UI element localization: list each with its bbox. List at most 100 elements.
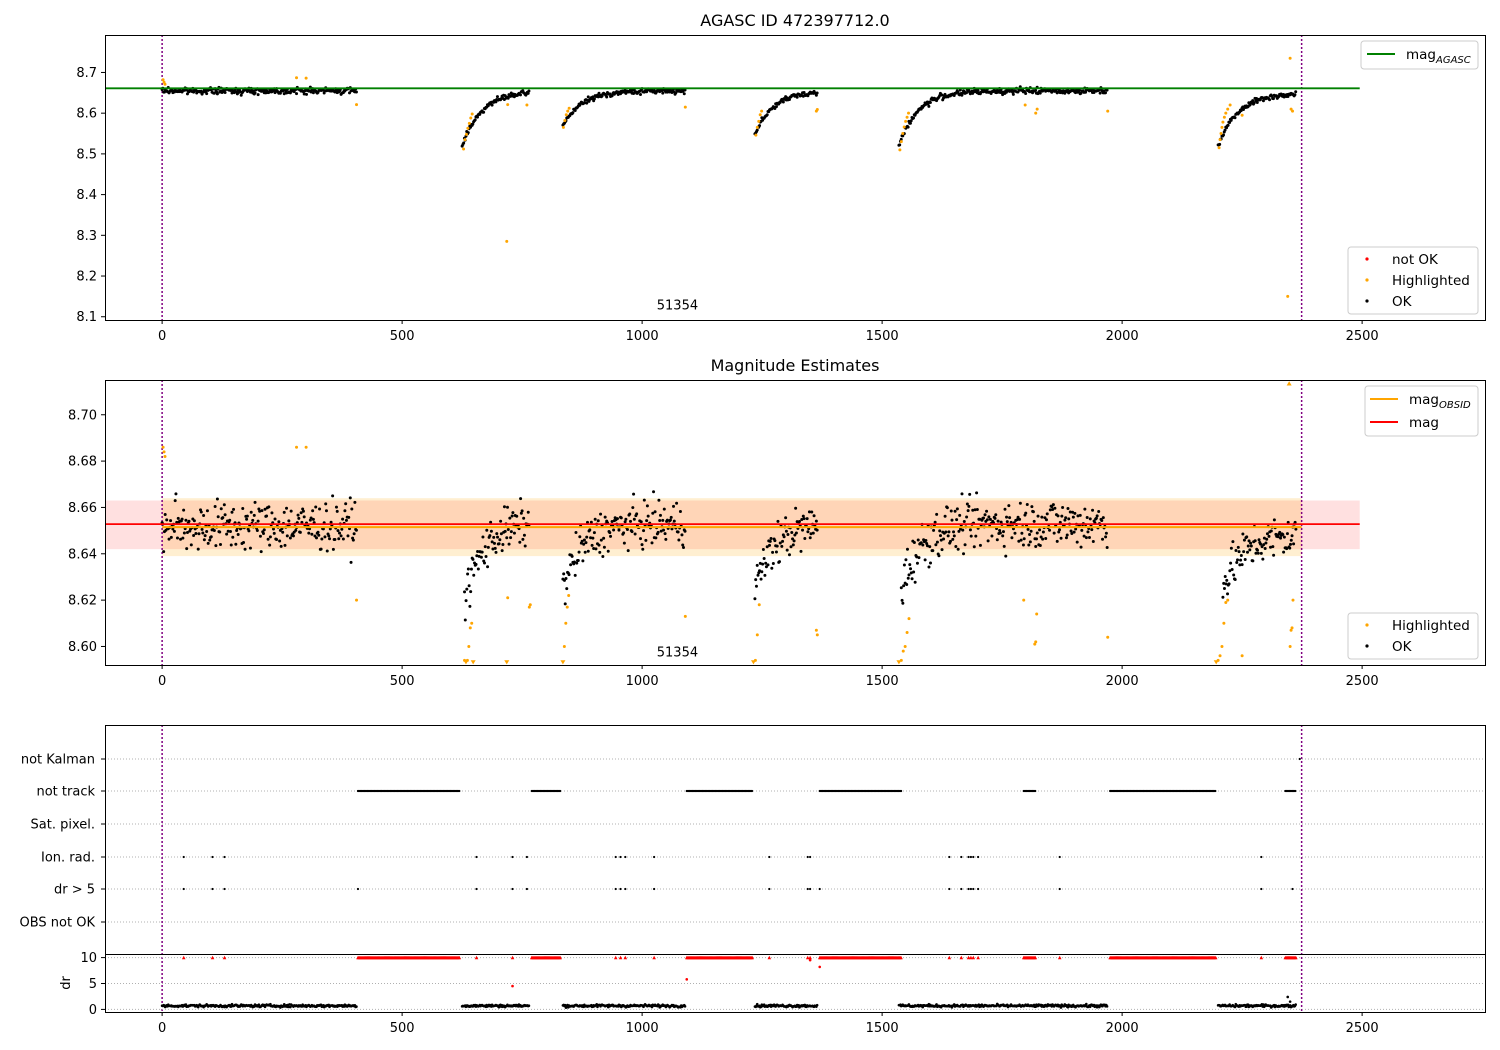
ok-point (623, 520, 627, 524)
x-tick-label: 1000 (626, 674, 659, 689)
dr-clipped-point (808, 955, 812, 960)
flag-point (972, 855, 975, 859)
ok-point (338, 531, 342, 535)
ok-point (1249, 544, 1253, 548)
ok-point (1068, 510, 1072, 514)
ok-point (961, 528, 965, 532)
ok-point (1058, 528, 1062, 532)
ok-point (900, 598, 904, 602)
ok-point (1008, 516, 1012, 520)
ok-point (661, 91, 665, 95)
ok-point (182, 531, 186, 535)
dr-point (1059, 1006, 1063, 1009)
ok-point (971, 508, 975, 512)
ok-point (1045, 512, 1049, 516)
ok-point (776, 519, 780, 523)
ok-point (349, 560, 353, 564)
ok-point (1276, 535, 1280, 539)
ok-point (272, 531, 276, 535)
dr-clipped-point (623, 955, 628, 960)
ok-point (471, 557, 475, 561)
ok-point (661, 518, 665, 522)
ok-point (952, 534, 956, 538)
ok-point (331, 547, 335, 551)
flag-point (948, 855, 951, 859)
highlighted-clipped-low (560, 660, 566, 665)
ok-point (334, 505, 338, 509)
highlighted-point (901, 649, 905, 653)
ok-point (625, 527, 629, 531)
y-tick-label: 8.70 (68, 408, 97, 423)
ok-point (1224, 582, 1228, 586)
highlighted-point (683, 105, 687, 109)
ok-point (341, 517, 345, 521)
ok-point (615, 517, 619, 521)
dr-point (1294, 1003, 1297, 1006)
highlighted-point (463, 138, 467, 142)
ok-point (909, 567, 913, 571)
ok-point (1035, 531, 1039, 535)
ok-point (1282, 550, 1286, 554)
highlighted-point (1288, 644, 1292, 648)
ok-point (677, 538, 681, 542)
ok-point (492, 541, 496, 545)
ok-point (1052, 531, 1056, 535)
ok-point (221, 516, 225, 520)
highlighted-point (757, 603, 761, 607)
flag-point (653, 887, 656, 891)
highlighted-point (1106, 635, 1110, 639)
ok-point (1253, 539, 1257, 543)
ok-point (589, 536, 593, 540)
ok-point (285, 506, 289, 510)
ok-point (635, 512, 639, 516)
ok-point (262, 528, 266, 532)
ok-point (1238, 563, 1242, 567)
ok-point (292, 90, 296, 94)
ok-point (805, 517, 809, 521)
ok-point (1098, 91, 1102, 95)
ok-point (769, 537, 773, 541)
ok-point (247, 529, 251, 533)
ok-point (815, 91, 819, 95)
ok-point (676, 530, 680, 534)
ok-point (650, 541, 654, 545)
ok-point (663, 532, 667, 536)
ok-point (674, 91, 678, 95)
highlighted-point (1216, 658, 1220, 662)
ok-point (309, 516, 313, 520)
ok-point (242, 540, 246, 544)
ok-point (565, 587, 569, 591)
ok-point (580, 539, 584, 543)
ok-point (662, 507, 666, 511)
ok-point (1039, 535, 1043, 539)
ok-point (998, 528, 1002, 532)
highlighted-point (1226, 598, 1230, 602)
ok-point (577, 550, 581, 554)
ok-point (1237, 550, 1241, 554)
ok-point (968, 492, 972, 496)
ok-point (494, 550, 498, 554)
highlighted-point (1222, 621, 1226, 625)
x-tick-label: 1000 (626, 1021, 659, 1036)
ok-point (162, 550, 166, 554)
ok-point (1281, 533, 1285, 537)
chart1-legend-lines: magAGASC (1360, 40, 1479, 70)
ok-point (1080, 528, 1084, 532)
dr-y-tick-label: 5 (89, 977, 97, 992)
dr-clipped-point (210, 955, 215, 960)
ok-point (253, 500, 257, 504)
ok-point (1223, 575, 1227, 579)
ok-point (299, 511, 303, 515)
ok-point (245, 514, 249, 518)
ok-point (929, 561, 933, 565)
flag-point (1058, 887, 1061, 891)
ok-point (229, 543, 233, 547)
ok-point (668, 518, 672, 522)
ok-point (1285, 547, 1289, 551)
highlighted-point (1226, 107, 1230, 111)
ok-point (267, 90, 271, 94)
ok-point (947, 530, 951, 534)
ok-point (591, 536, 595, 540)
ok-point (1082, 534, 1086, 538)
dr-y-tick-label: 10 (80, 951, 97, 966)
